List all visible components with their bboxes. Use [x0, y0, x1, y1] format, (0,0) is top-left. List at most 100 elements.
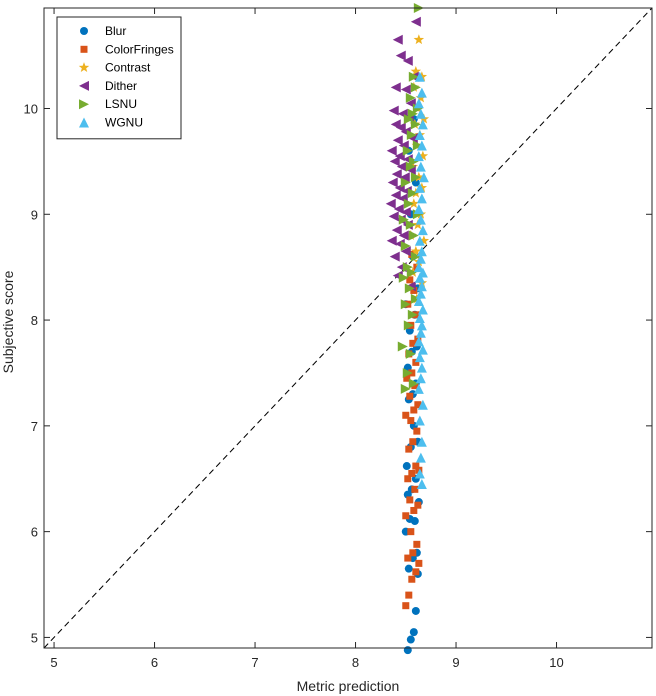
data-point	[402, 55, 413, 66]
data-point	[413, 336, 424, 347]
data-point	[410, 293, 421, 304]
data-point	[409, 438, 417, 446]
data-point	[400, 383, 411, 394]
data-point	[404, 554, 412, 562]
data-point	[416, 246, 427, 257]
x-tick-label: 6	[151, 655, 158, 670]
data-point	[414, 501, 422, 509]
series-lsnu	[397, 3, 424, 394]
data-point	[402, 262, 413, 273]
data-point	[386, 235, 397, 246]
data-point	[410, 245, 422, 256]
data-point	[412, 568, 420, 576]
data-point	[404, 283, 415, 294]
data-point	[413, 540, 421, 548]
x-axis-label: Metric prediction	[297, 678, 400, 694]
data-point	[399, 172, 410, 183]
data-point	[406, 129, 417, 140]
data-point	[413, 34, 425, 45]
data-point	[410, 286, 418, 294]
data-point	[408, 469, 416, 477]
legend-label: LSNU	[105, 97, 137, 111]
x-tick-label: 8	[352, 655, 359, 670]
axes-box	[43, 7, 653, 649]
legend-item: Blur	[80, 24, 126, 38]
data-point	[405, 348, 416, 359]
data-point	[413, 203, 424, 214]
legend-item: ColorFringes	[80, 42, 174, 56]
data-point	[395, 122, 406, 133]
data-point	[416, 436, 427, 447]
data-point	[397, 341, 408, 352]
y-axis-label: Subjective score	[0, 270, 16, 373]
data-point	[404, 564, 413, 573]
data-point	[416, 193, 427, 204]
data-point	[408, 575, 416, 583]
data-point	[414, 129, 425, 140]
data-point	[403, 374, 411, 382]
data-point	[415, 452, 426, 463]
legend-item: Dither	[79, 79, 137, 93]
data-point	[413, 427, 421, 435]
data-point	[414, 272, 425, 283]
data-point	[392, 34, 403, 45]
data-point	[400, 207, 411, 218]
data-point	[408, 230, 419, 241]
data-point	[405, 219, 416, 230]
data-point	[417, 225, 428, 236]
data-point	[389, 156, 400, 167]
data-point	[391, 169, 402, 180]
series-wgnu	[413, 71, 429, 490]
data-point	[406, 635, 415, 644]
data-point	[417, 344, 428, 355]
data-point	[406, 267, 417, 278]
series-dither	[385, 16, 421, 292]
y-tick-label: 9	[31, 207, 38, 222]
data-point	[400, 246, 411, 257]
y-tick-label: 6	[31, 525, 38, 540]
data-point	[412, 462, 420, 470]
data-point	[414, 312, 425, 323]
legend-marker-dither	[79, 80, 89, 91]
data-point	[409, 628, 418, 637]
data-point	[417, 119, 428, 130]
data-point	[400, 177, 411, 188]
data-point	[415, 288, 426, 299]
data-point	[396, 161, 407, 172]
data-point	[408, 71, 419, 82]
data-point	[402, 367, 413, 378]
data-point	[393, 203, 404, 214]
data-point	[414, 468, 425, 479]
data-point	[408, 198, 420, 209]
data-point	[410, 517, 419, 526]
data-point	[405, 591, 413, 599]
data-point	[395, 50, 406, 61]
data-points	[385, 3, 430, 655]
data-point	[398, 214, 409, 225]
data-point	[400, 84, 411, 95]
data-point	[416, 320, 427, 331]
y-axis: 5 6 7 8 9 10	[24, 101, 652, 645]
data-point	[413, 296, 424, 307]
data-point	[410, 406, 418, 414]
data-point	[410, 506, 418, 514]
data-point	[410, 251, 421, 262]
data-point	[407, 188, 418, 199]
data-point	[400, 241, 411, 252]
data-point	[411, 606, 420, 615]
legend-item: WGNU	[79, 116, 143, 130]
data-point	[403, 320, 414, 331]
y-tick-label: 7	[31, 419, 38, 434]
data-point	[415, 373, 426, 384]
axes-frame	[43, 7, 653, 649]
data-point	[415, 214, 426, 225]
x-tick-label: 7	[251, 655, 258, 670]
data-point	[410, 65, 422, 76]
x-tick-label: 5	[50, 655, 57, 670]
legend: Blur ColorFringes Contrast Dither LSNU WGNU	[56, 16, 182, 140]
data-point	[391, 225, 402, 236]
data-point	[407, 309, 418, 320]
data-point	[411, 485, 419, 493]
data-point	[403, 646, 412, 655]
legend-label: Contrast	[105, 61, 151, 75]
